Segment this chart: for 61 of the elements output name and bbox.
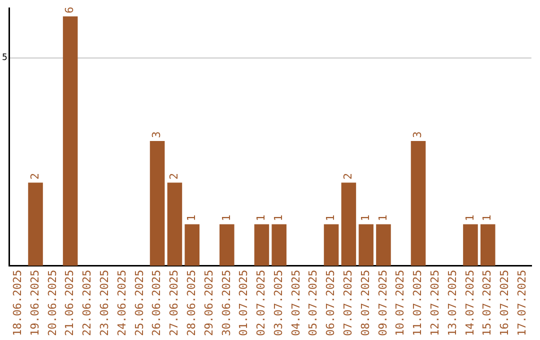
- x-tick-label: 19.06.2025: [28, 270, 42, 336]
- x-tick-label: 30.06.2025: [220, 270, 233, 336]
- x-tick-label: 11.07.2025: [411, 270, 424, 336]
- data-label: 1: [184, 214, 198, 222]
- bar: [184, 224, 200, 266]
- x-tick-label: 24.06.2025: [115, 270, 128, 336]
- x-tick-label: 15.07.2025: [480, 270, 494, 336]
- data-label: 2: [28, 172, 42, 180]
- data-label: 1: [254, 214, 268, 222]
- bar: [272, 224, 286, 266]
- x-tick-label: 25.06.2025: [132, 270, 146, 336]
- y-tick-label: 5: [2, 53, 8, 64]
- x-tick-label: 22.06.2025: [80, 270, 94, 336]
- x-tick-label: 10.07.2025: [394, 270, 407, 336]
- data-label: 1: [463, 214, 476, 222]
- bar: [254, 224, 270, 266]
- data-label: 1: [324, 214, 338, 222]
- bar: [167, 182, 182, 266]
- data-label: 1: [358, 214, 372, 222]
- x-tick-label: 17.07.2025: [516, 270, 529, 336]
- data-label: 3: [411, 131, 424, 138]
- bar: [376, 224, 391, 266]
- x-tick-label: 13.07.2025: [446, 270, 459, 336]
- x-tick-label: 06.07.2025: [324, 270, 338, 336]
- bar: [358, 224, 374, 266]
- x-tick-label: 09.07.2025: [376, 270, 390, 336]
- bar: [28, 182, 43, 266]
- bar: [410, 141, 426, 266]
- x-tick-label: 02.07.2025: [254, 270, 268, 336]
- x-tick-label: 03.07.2025: [272, 270, 285, 336]
- x-tick-label: 01.07.2025: [237, 270, 250, 336]
- data-label: 2: [342, 172, 355, 180]
- x-tick-label: 08.07.2025: [358, 270, 372, 336]
- x-tick-label: 23.06.2025: [98, 270, 111, 336]
- bar: [341, 182, 356, 266]
- x-tick-label: 05.07.2025: [306, 270, 320, 336]
- x-tick-label: 04.07.2025: [289, 270, 302, 336]
- data-label: 6: [63, 6, 76, 14]
- bar: [62, 16, 78, 266]
- x-tick-label: 18.06.2025: [10, 270, 24, 336]
- bar: [150, 141, 165, 266]
- data-label: 3: [150, 131, 164, 138]
- data-label: 2: [168, 172, 181, 180]
- bar: [324, 224, 339, 266]
- x-tick-label: 26.06.2025: [150, 270, 164, 336]
- x-tick-label: 20.06.2025: [46, 270, 59, 336]
- x-tick-label: 28.06.2025: [184, 270, 198, 336]
- data-label: 1: [272, 214, 285, 222]
- x-tick-label: 16.07.2025: [498, 270, 512, 336]
- x-tick-label: 29.06.2025: [202, 270, 216, 336]
- x-tick-label: 21.06.2025: [63, 270, 76, 336]
- data-label: 1: [220, 214, 233, 222]
- x-tick-label: 14.07.2025: [463, 270, 476, 336]
- x-tick-label: 12.07.2025: [428, 270, 442, 336]
- bar: [220, 224, 234, 266]
- bar: [463, 224, 478, 266]
- bar: [480, 224, 496, 266]
- data-label: 1: [480, 214, 494, 222]
- data-label: 1: [376, 214, 390, 222]
- x-tick-label: 27.06.2025: [168, 270, 181, 336]
- x-tick-label: 07.07.2025: [342, 270, 355, 336]
